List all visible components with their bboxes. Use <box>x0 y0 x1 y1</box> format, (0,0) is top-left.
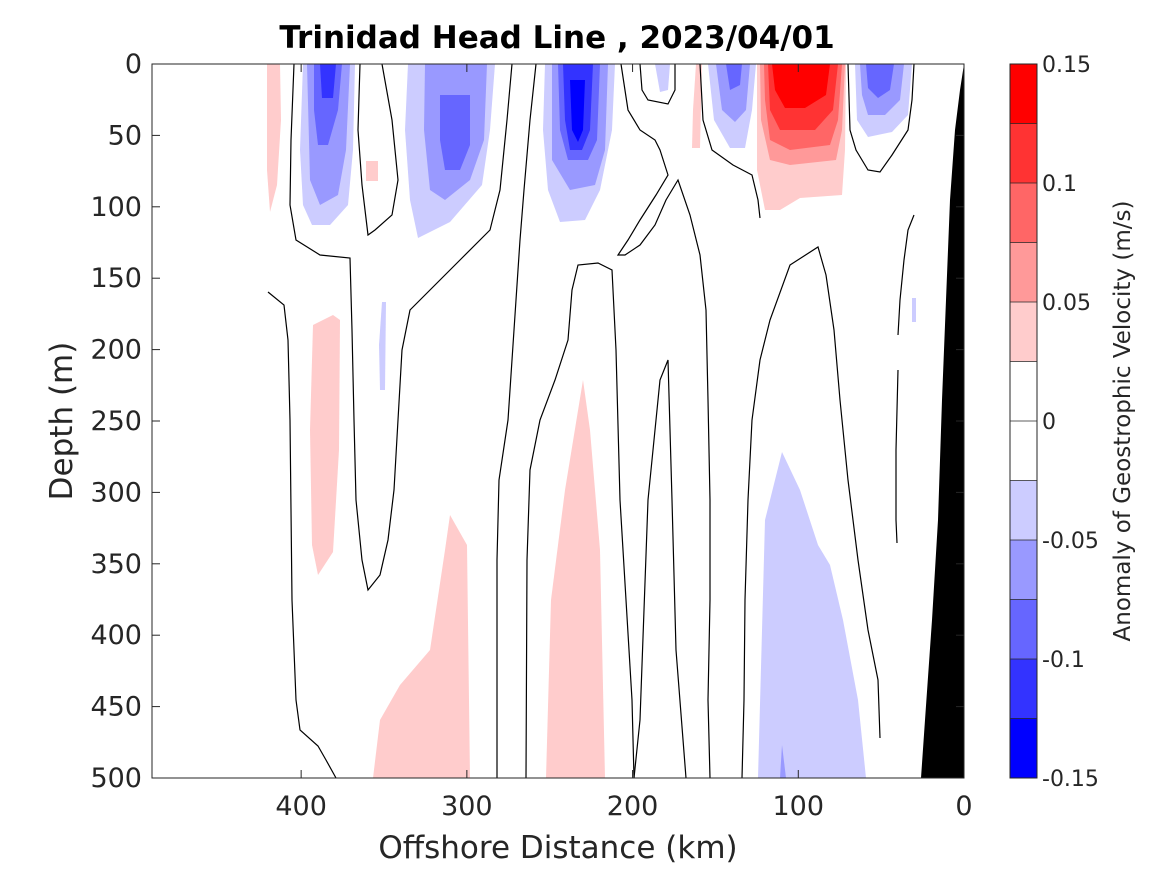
y-tick-label: 100 <box>90 192 142 223</box>
neg-anomaly-45km-deep <box>912 298 916 322</box>
neg-anomaly-385km-inner <box>320 64 336 98</box>
neg-anomaly-140km-mid <box>716 64 750 122</box>
contour-line <box>897 214 915 336</box>
y-tick-label: 300 <box>90 477 142 508</box>
y-tick-label: 400 <box>90 620 142 651</box>
colorbar-tick-label: 0.15 <box>1042 53 1091 78</box>
x-tick-label: 400 <box>275 791 327 822</box>
neg-anomaly-53km-core <box>866 64 894 98</box>
colorbar-tick-label: 0.05 <box>1042 291 1091 316</box>
contour-line <box>847 63 915 173</box>
colorbar-segment <box>1010 64 1037 124</box>
y-axis: 0 50 100 150 200 250 300 350 400 450 500 <box>90 49 964 794</box>
pos-anomaly-420km <box>267 64 281 212</box>
anomaly-fills <box>267 64 916 778</box>
colorbar-segment <box>1010 540 1037 600</box>
colorbar-segment <box>1010 599 1037 660</box>
colorbar-segment <box>1010 123 1037 184</box>
neg-anomaly-350km <box>379 302 386 390</box>
contour-line <box>741 246 881 779</box>
neg-anomaly-232km-max <box>570 80 585 142</box>
contour-line <box>639 63 676 105</box>
colorbar-segment <box>1010 183 1037 243</box>
colorbar-segment <box>1010 480 1037 541</box>
contour-line <box>699 63 761 219</box>
pos-anomaly-98km-max <box>772 64 830 108</box>
x-axis-label: Offshore Distance (km) <box>378 830 737 866</box>
chart-title: Trinidad Head Line , 2023/04/01 <box>279 20 834 56</box>
y-tick-label: 0 <box>125 49 142 80</box>
x-tick-label: 200 <box>607 791 659 822</box>
y-tick-label: 150 <box>90 263 142 294</box>
contour-line <box>357 63 399 237</box>
y-tick-label: 500 <box>90 763 142 794</box>
colorbar-segment <box>1010 718 1037 779</box>
neg-anomaly-318km-core <box>440 95 470 170</box>
x-tick-label: 300 <box>441 791 493 822</box>
y-tick-label: 450 <box>90 692 142 723</box>
colorbar-tick-label: 0.1 <box>1042 172 1077 197</box>
x-tick-label: 100 <box>773 791 825 822</box>
y-tick-label: 250 <box>90 406 142 437</box>
contour-line <box>267 291 337 779</box>
colorbar-tick-label: 0 <box>1042 410 1056 435</box>
pos-anomaly-180km <box>692 64 702 148</box>
neg-anomaly-195km <box>655 64 670 92</box>
x-tick-label: 0 <box>955 791 972 822</box>
colorbar-frame <box>1009 63 1038 779</box>
neg-anomaly-90km-deep <box>758 452 866 778</box>
y-tick-label: 50 <box>108 120 142 151</box>
contour-line <box>496 63 537 778</box>
y-tick-label: 200 <box>90 335 142 366</box>
colorbar-label: Anomaly of Geostrophic Velocity (m/s) <box>1110 201 1136 642</box>
neg-anomaly-385km-core <box>314 64 342 145</box>
colorbar-segment <box>1010 361 1037 422</box>
contour-line <box>289 63 513 592</box>
colorbar-tick-label: -0.15 <box>1042 767 1099 792</box>
y-axis-label: Depth (m) <box>44 342 80 501</box>
pos-anomaly-385km-deep <box>310 315 340 575</box>
colorbar-tick-label: -0.1 <box>1042 648 1085 673</box>
colorbar-segment <box>1010 421 1037 481</box>
colorbar-segment <box>1010 302 1037 362</box>
x-axis: 400 300 200 100 0 <box>275 64 973 822</box>
pos-anomaly-225km-deep <box>546 380 605 778</box>
colorbar-tick-label: -0.05 <box>1042 529 1099 554</box>
neg-anomaly-140km-core <box>726 64 742 90</box>
contour-line <box>616 63 711 779</box>
zero-contours <box>267 63 915 779</box>
contour-line <box>633 359 687 779</box>
colorbar: 0.15 0.1 0.05 0 -0.05 -0.1 -0.15 <box>1009 53 1099 792</box>
colorbar-segment <box>1010 242 1037 303</box>
neg-anomaly-90km-deep-core <box>780 745 786 778</box>
bathymetry-fill <box>921 64 964 778</box>
contour-line <box>895 369 899 544</box>
contour-line <box>525 262 635 779</box>
pos-anomaly-320km-deep <box>373 515 470 778</box>
y-tick-label: 350 <box>90 549 142 580</box>
colorbar-segment <box>1010 659 1037 719</box>
pos-anomaly-patch <box>366 161 378 181</box>
